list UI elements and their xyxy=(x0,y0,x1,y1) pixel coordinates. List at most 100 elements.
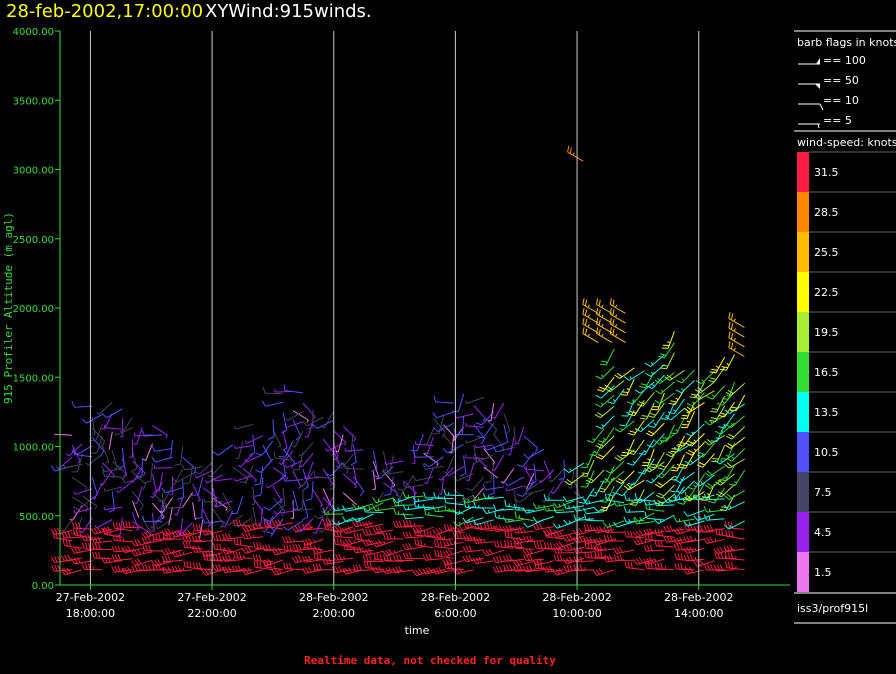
wind-barb xyxy=(685,433,705,447)
x-tick-label-date: 28-Feb-2002 xyxy=(299,591,368,604)
x-tick-label-time: 6:00:00 xyxy=(434,607,476,620)
wind-barb xyxy=(237,453,254,468)
wind-barb xyxy=(500,468,515,484)
wind-barb xyxy=(594,394,615,408)
wind-barb xyxy=(623,479,645,491)
barb-legend-feather xyxy=(819,103,824,111)
wind-barb xyxy=(693,559,715,567)
wind-barb xyxy=(643,544,665,552)
wind-barb xyxy=(81,413,103,424)
wind-barb xyxy=(553,506,575,514)
wind-barb xyxy=(487,403,495,422)
wind-barb xyxy=(487,475,495,496)
wind-barb xyxy=(142,443,153,461)
wind-barb xyxy=(597,427,615,443)
wind-barb xyxy=(201,528,223,536)
wind-barb xyxy=(685,442,705,456)
wind-barb xyxy=(724,403,745,415)
x-tick-label-time: 22:00:00 xyxy=(187,607,236,620)
wind-barb xyxy=(282,430,288,450)
wind-barb xyxy=(183,464,194,485)
wind-barb xyxy=(443,456,455,474)
speed-color-swatch xyxy=(797,552,809,592)
wind-barb xyxy=(119,418,124,438)
wind-barb xyxy=(609,317,626,334)
wind-barb xyxy=(132,491,144,512)
wind-barb xyxy=(62,539,83,549)
wind-barb xyxy=(274,510,294,515)
wind-barb xyxy=(515,426,525,445)
wind-barb xyxy=(552,500,575,509)
barb-legend-title: barb flags in knots xyxy=(797,36,896,49)
wind-barb xyxy=(709,356,726,374)
wind-barb xyxy=(312,563,334,571)
wind-barb xyxy=(241,546,264,554)
wind-barb xyxy=(214,500,233,508)
wind-barb xyxy=(647,402,665,418)
wind-barb xyxy=(472,454,494,463)
wind-barb xyxy=(653,514,675,525)
wind-barb xyxy=(633,537,655,546)
wind-barb xyxy=(483,448,496,465)
wind-barb xyxy=(101,413,113,430)
x-tick-label-date: 28-Feb-2002 xyxy=(664,591,733,604)
wind-barb xyxy=(721,442,736,460)
wind-barb xyxy=(627,469,645,486)
speed-color-swatch xyxy=(797,152,809,192)
wind-barb xyxy=(532,502,555,510)
y-tick-label: 4000.00 xyxy=(13,27,54,38)
wind-barb xyxy=(192,483,201,502)
wind-barb xyxy=(597,376,615,392)
wind-barb xyxy=(298,518,314,532)
x-tick-labels: 27-Feb-2002 18:00:00 27-Feb-2002 22:00:00 28… xyxy=(56,585,733,620)
wind-barb xyxy=(177,479,185,500)
wind-barb xyxy=(321,497,334,514)
wind-barb xyxy=(372,504,394,512)
wind-barb xyxy=(213,543,233,553)
wind-barb xyxy=(654,392,675,405)
wind-barb xyxy=(583,507,605,515)
wind-barb xyxy=(615,470,635,484)
wind-barb xyxy=(724,521,745,530)
wind-barb xyxy=(262,387,284,395)
wind-barb xyxy=(452,567,474,575)
wind-barb xyxy=(509,426,517,448)
wind-barb xyxy=(697,442,715,458)
wind-barb xyxy=(285,410,304,422)
wind-barb xyxy=(70,546,93,554)
wind-barb xyxy=(264,508,284,523)
wind-barb xyxy=(207,463,224,478)
wind-barb xyxy=(725,530,745,540)
y-axis-title: 915 Profiler Altitude (m agl) xyxy=(2,212,15,404)
wind-barb xyxy=(433,395,454,404)
wind-barb xyxy=(282,536,304,544)
wind-barb xyxy=(603,526,625,533)
wind-barb xyxy=(459,455,467,477)
wind-barb xyxy=(483,416,498,436)
wind-barb xyxy=(161,487,183,494)
wind-barb xyxy=(572,505,595,512)
wind-barb xyxy=(402,504,424,511)
wind-barb xyxy=(422,553,444,561)
wind-barb xyxy=(512,536,535,545)
wind-barb xyxy=(112,534,133,543)
wind-barb xyxy=(634,381,655,394)
wind-barb xyxy=(351,503,374,510)
wind-barb xyxy=(667,398,685,415)
wind-barb xyxy=(332,553,354,561)
wind-barb xyxy=(492,446,514,453)
barb-legend-flag xyxy=(816,58,820,64)
wind-barb xyxy=(255,440,274,456)
wind-barb xyxy=(433,540,454,550)
wind-barb xyxy=(61,554,83,562)
wind-barb xyxy=(443,496,464,506)
wind-barb xyxy=(221,554,243,562)
wind-barb xyxy=(504,530,524,540)
wind-barb xyxy=(696,453,715,468)
wind-barb xyxy=(645,422,665,437)
wind-barb xyxy=(232,466,248,484)
wind-barb xyxy=(648,412,665,428)
wind-barb xyxy=(446,465,464,477)
wind-barb xyxy=(651,392,665,411)
wind-barb xyxy=(268,419,275,440)
